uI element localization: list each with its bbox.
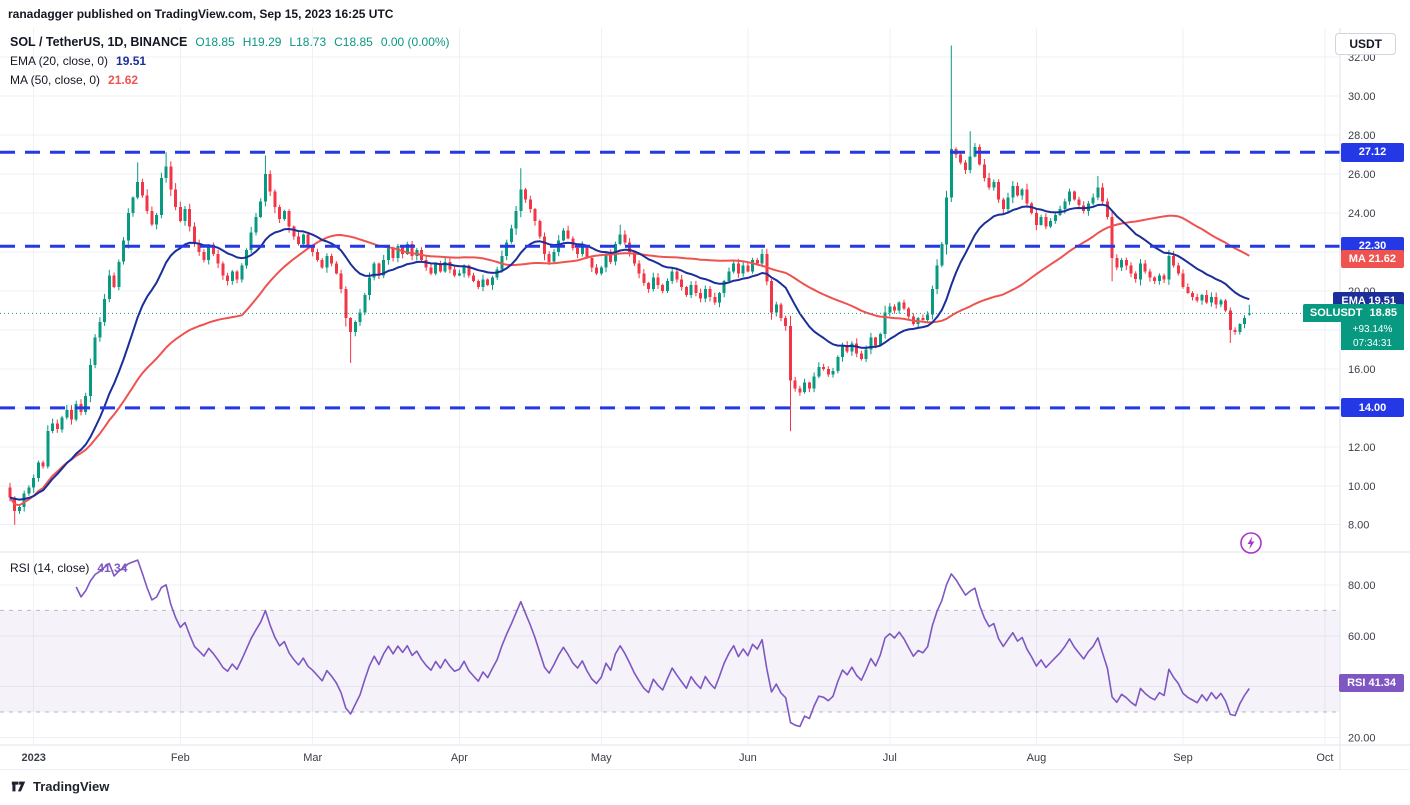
tradingview-logo-mark [11,781,26,792]
ohlc-high: H19.29 [242,34,282,49]
change-percent-badge: +93.14% [1341,322,1404,337]
rsi-band [0,609,1340,713]
ema-indicator-value: 19.51 [116,53,147,68]
symbol-price-badge: SOLUSDT 18.85 +93.14% 07:34:31 [1302,304,1404,351]
rsi-indicator-value: 41.34 [97,560,128,575]
svg-text:Apr: Apr [451,752,468,764]
tradingview-logo[interactable]: TradingView [10,778,109,795]
candles [8,45,1251,525]
svg-text:Feb: Feb [171,752,190,764]
rsi-legend-row[interactable]: RSI (14, close) 41.34 [10,558,127,577]
svg-text:10.00: 10.00 [1348,481,1376,493]
price-gridlines [0,56,1340,526]
svg-text:32.00: 32.00 [1348,52,1376,64]
rsi-line [75,559,1250,728]
ma-legend-row[interactable]: MA (50, close, 0) 21.62 [10,70,458,89]
price-level-badge: 14.00 [1341,398,1404,418]
badge-price: 18.85 [1369,307,1397,320]
rsi-value-badge: RSI 41.34 [1339,674,1404,693]
publish-header: ranadagger published on TradingView.com,… [0,0,1410,28]
svg-text:Mar: Mar [303,752,322,764]
svg-text:May: May [591,752,612,764]
time-scale[interactable] [0,745,1410,770]
svg-text:Oct: Oct [1316,752,1333,764]
countdown-badge: 07:34:31 [1341,336,1404,351]
svg-text:60.00: 60.00 [1348,631,1376,643]
svg-text:Jun: Jun [739,752,757,764]
legend-rsi-pane: RSI (14, close) 41.34 [10,558,127,577]
publish-line: ranadagger published on TradingView.com,… [8,7,394,21]
ma50-line [9,214,1250,507]
footer-bar: TradingView [0,770,1410,805]
ma-indicator-name[interactable]: MA (50, close, 0) [10,72,101,87]
svg-text:24.00: 24.00 [1348,208,1376,220]
svg-text:Jul: Jul [883,752,897,764]
price-scale[interactable] [1340,28,1410,745]
svg-text:20.00: 20.00 [1348,732,1376,744]
ma-value-badge: MA 21.62 [1340,250,1404,269]
symbol-title[interactable]: SOL / TetherUS, 1D, BINANCE [10,34,188,49]
ohlc-low: L18.73 [289,34,327,49]
rsi-gridlines [0,584,1340,738]
svg-text:80.00: 80.00 [1348,580,1376,592]
month-gridlines [33,28,1326,745]
svg-text:Aug: Aug [1027,752,1047,764]
time-axis-labels: 2023 Feb Mar Apr May Jun Jul Aug Sep Oct [21,752,1333,764]
last-price-badge: SOLUSDT 18.85 [1302,304,1404,323]
svg-text:16.00: 16.00 [1348,364,1376,376]
ohlc-change: 0.00 (0.00%) [380,34,450,49]
ohlc-open: O18.85 [195,34,235,49]
ema-legend-row[interactable]: EMA (20, close, 0) 19.51 [10,51,458,70]
badge-symbol: SOLUSDT [1309,307,1363,320]
rsi-indicator-name[interactable]: RSI (14, close) [10,560,90,575]
price-level-badge: 27.12 [1341,142,1404,162]
symbol-legend-row[interactable]: SOL / TetherUS, 1D, BINANCE O18.85 H19.2… [10,32,458,51]
support-resistance-levels[interactable] [0,150,1340,410]
legend-main-pane: SOL / TetherUS, 1D, BINANCE O18.85 H19.2… [10,32,458,89]
svg-text:2023: 2023 [21,752,45,764]
svg-text:Sep: Sep [1173,752,1193,764]
lightning-icon[interactable] [1239,531,1263,555]
ema-indicator-name[interactable]: EMA (20, close, 0) [10,53,109,68]
ohlc-close: C18.85 [334,34,373,49]
svg-text:26.00: 26.00 [1348,169,1376,181]
currency-usdt-button[interactable]: USDT [1335,33,1396,55]
svg-text:8.00: 8.00 [1348,520,1369,532]
ma-indicator-value: 21.62 [108,72,139,87]
svg-text:28.00: 28.00 [1348,130,1376,142]
tradingview-brand-text: TradingView [33,779,110,794]
svg-text:30.00: 30.00 [1348,91,1376,103]
ema20-line [9,203,1250,501]
svg-text:12.00: 12.00 [1348,442,1376,454]
